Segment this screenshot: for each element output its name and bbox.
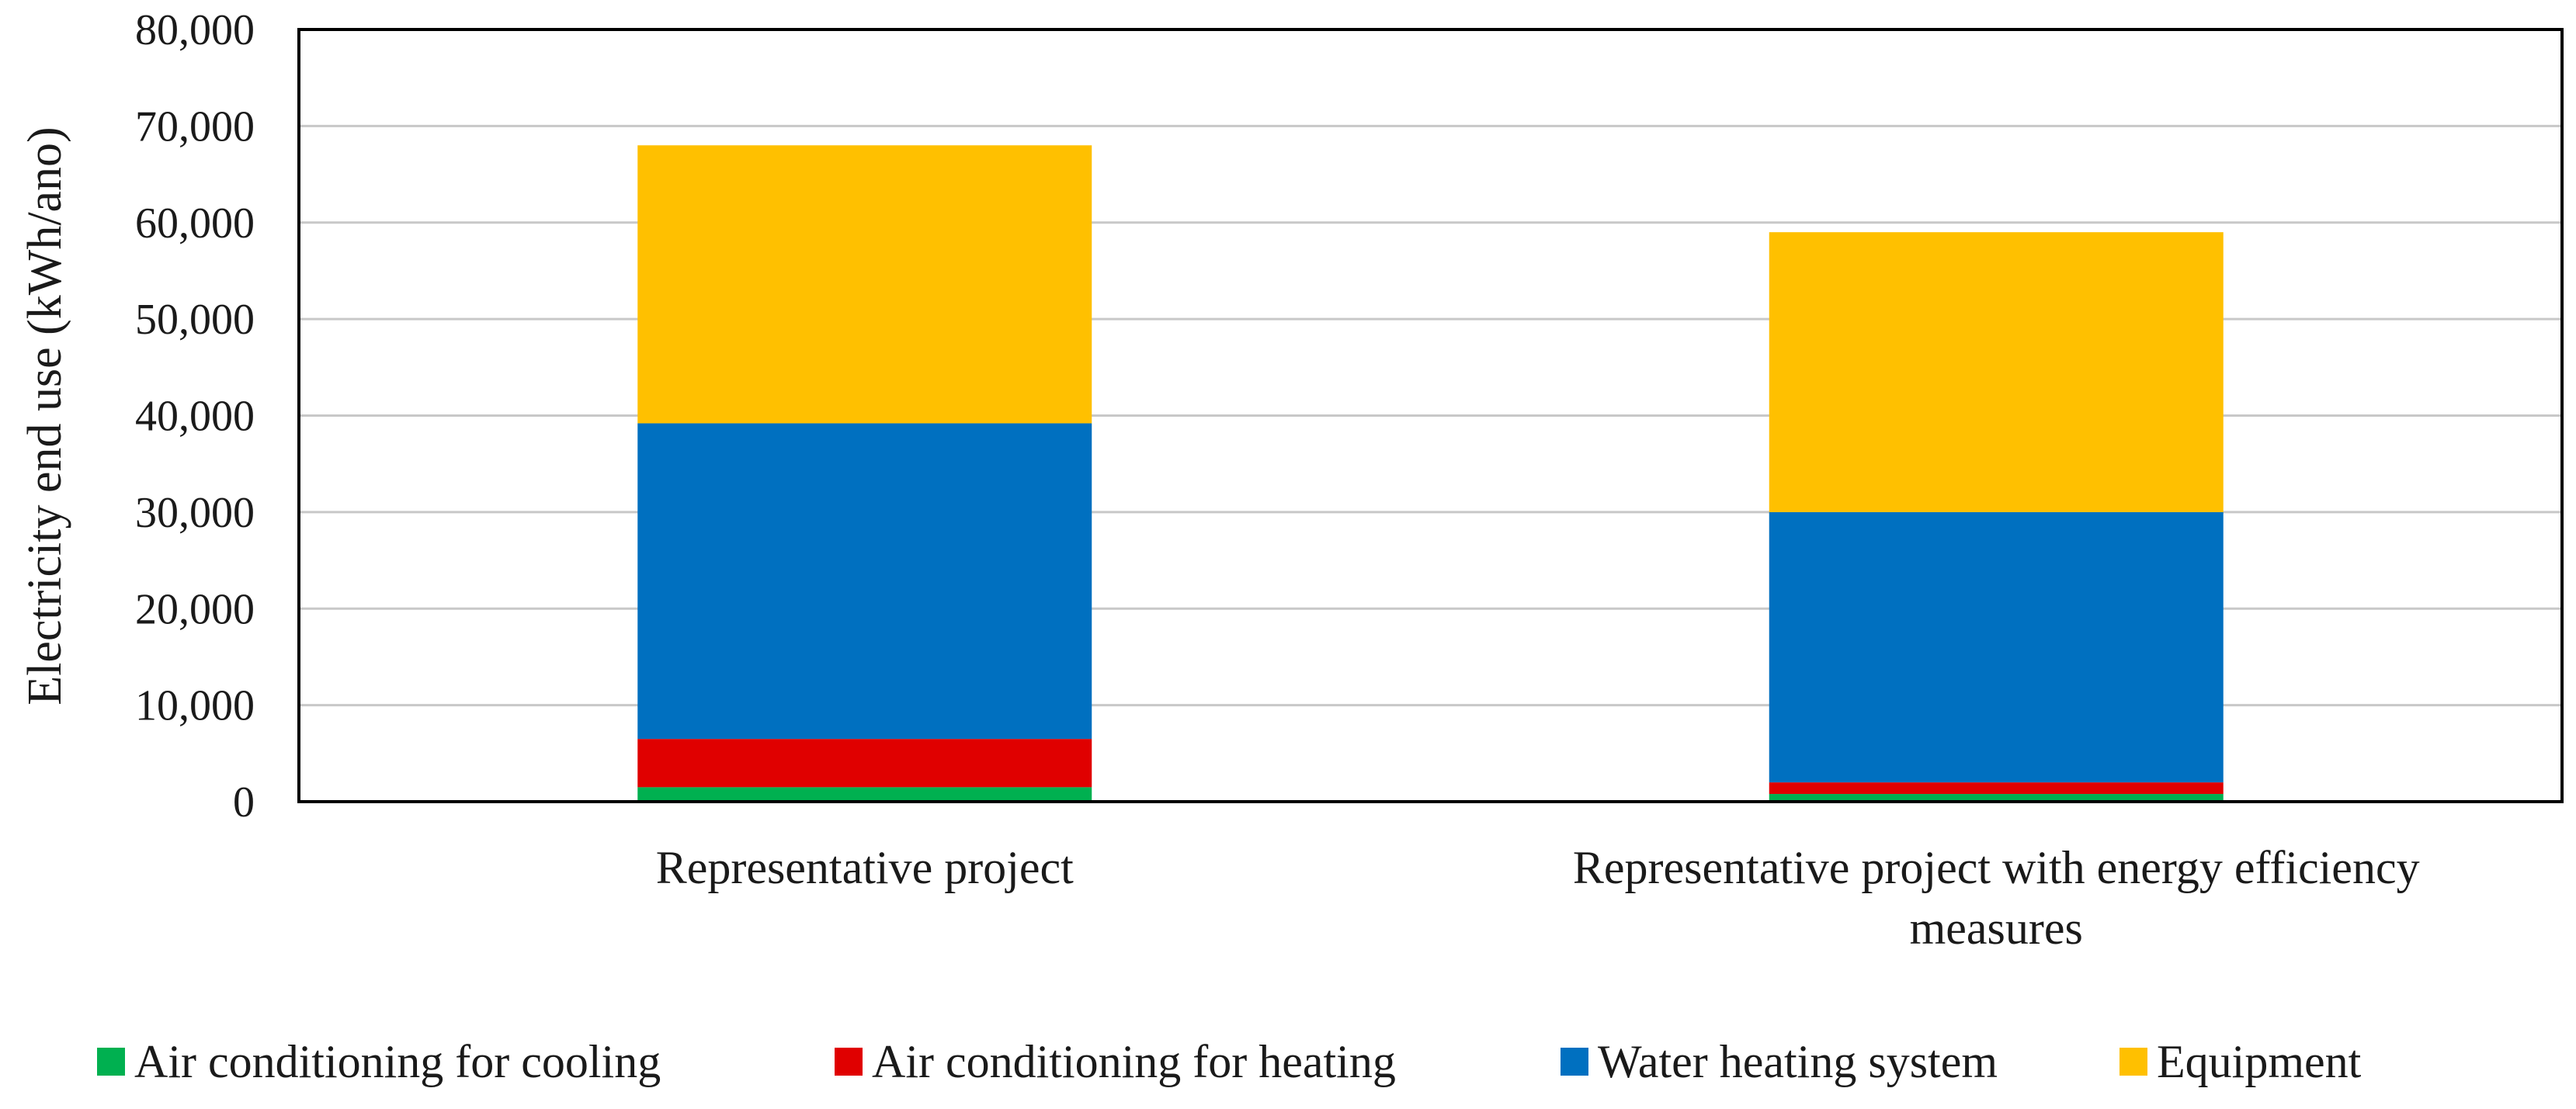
legend: Air conditioning for cooling Air conditio… (97, 1036, 2362, 1087)
bars (637, 145, 2224, 802)
x-category-label: Representative project (656, 842, 1074, 893)
y-tick-label: 10,000 (135, 682, 255, 730)
x-category-label: Representative project with energy effic… (1573, 842, 2420, 893)
x-category-label: measures (1910, 903, 2083, 954)
legend-label: Air conditioning for cooling (134, 1036, 661, 1087)
bar-segment (1769, 794, 2224, 802)
bar-segment (637, 739, 1092, 788)
plot-area-frame (297, 28, 2564, 803)
legend-swatch (97, 1048, 125, 1076)
legend-swatch (835, 1048, 863, 1076)
legend-label: Air conditioning for heating (872, 1036, 1396, 1087)
legend-swatch (1561, 1048, 1588, 1076)
y-tick-label: 30,000 (135, 489, 255, 537)
bar-segment (1769, 782, 2224, 795)
legend-swatch (2119, 1048, 2147, 1076)
y-tick-label: 70,000 (135, 102, 255, 151)
legend-label: Equipment (2157, 1036, 2362, 1087)
y-axis-label: Electricity end use (kWh/ano) (19, 126, 71, 705)
y-tick-label: 60,000 (135, 199, 255, 248)
y-tick-label: 20,000 (135, 585, 255, 633)
y-axis-ticks: 0 10,000 20,000 30,000 40,000 50,000 60,000 70,… (135, 6, 255, 827)
y-tick-label: 80,000 (135, 6, 255, 54)
x-axis-categories: Representative project Representative pro… (656, 842, 2420, 954)
bar-segment (637, 423, 1092, 740)
bar-segment (1769, 232, 2224, 512)
bar-segment (1769, 511, 2224, 783)
bar-segment (637, 787, 1092, 802)
y-tick-label: 0 (233, 778, 255, 827)
y-tick-label: 40,000 (135, 393, 255, 441)
legend-label: Water heating system (1598, 1036, 1998, 1087)
bar-segment (637, 145, 1092, 424)
y-tick-label: 50,000 (135, 296, 255, 344)
